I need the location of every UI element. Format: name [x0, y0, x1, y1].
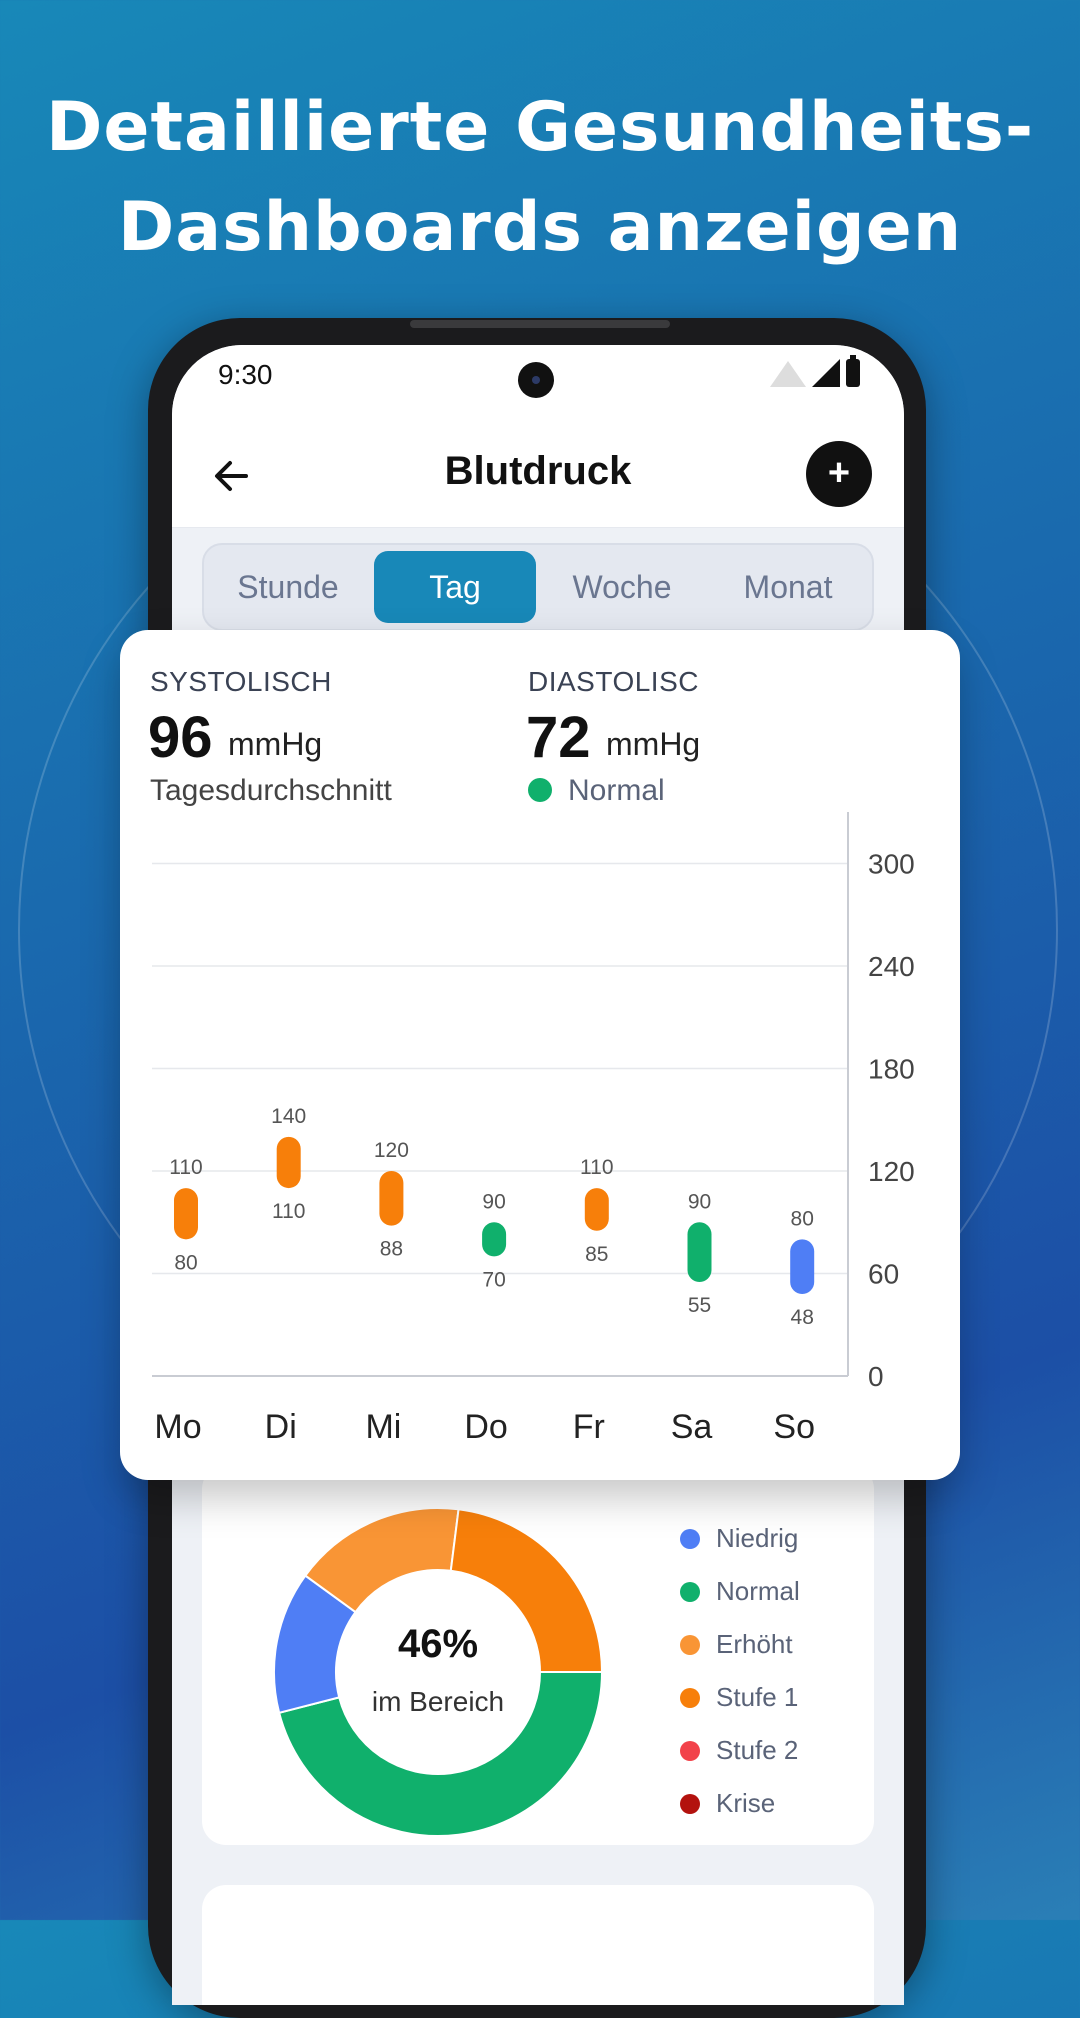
x-tick-label: Sa — [671, 1408, 713, 1446]
y-tick-label: 0 — [868, 1361, 884, 1392]
bar-low-label: 110 — [272, 1200, 305, 1223]
status-icons — [770, 355, 860, 387]
app-bar: Blutdruck + — [172, 425, 904, 528]
legend-item: Normal — [680, 1565, 800, 1618]
legend-item: Niedrig — [680, 1512, 800, 1565]
bar-high-label: 80 — [791, 1207, 814, 1230]
legend-label: Niedrig — [716, 1523, 799, 1553]
range-bar — [482, 1222, 507, 1257]
y-tick-label: 120 — [868, 1156, 915, 1187]
bar-high-label: 120 — [374, 1139, 409, 1162]
x-tick-label: Fr — [573, 1408, 605, 1446]
legend-label: Stufe 2 — [716, 1735, 799, 1765]
range-bar — [790, 1239, 815, 1294]
x-tick-label: So — [773, 1408, 815, 1446]
legend-item: Krise — [680, 1777, 800, 1830]
diastolic-value: 72 — [526, 705, 591, 770]
phone-speaker — [410, 320, 670, 328]
bar-high-label: 140 — [271, 1105, 306, 1128]
systolic-label: SYSTOLISCH — [150, 666, 332, 697]
camera-icon — [518, 362, 554, 398]
legend-label: Erhöht — [716, 1629, 793, 1659]
bar-low-label: 48 — [791, 1306, 814, 1329]
x-tick-label: Di — [265, 1408, 297, 1446]
status-text: Normal — [568, 774, 665, 807]
range-bar — [687, 1222, 712, 1283]
signal-icon — [812, 359, 840, 387]
legend-label: Normal — [716, 1576, 800, 1606]
systolic-unit: mmHg — [228, 726, 323, 762]
x-tick-label: Do — [464, 1408, 507, 1446]
range-bar — [584, 1188, 609, 1231]
range-bar — [379, 1171, 404, 1226]
blood-pressure-chart-card: SYSTOLISCH 96 mmHg Tagesdurchschnitt DIA… — [120, 630, 960, 1480]
y-tick-label: 180 — [868, 1054, 915, 1085]
legend-dot — [680, 1793, 700, 1814]
period-tabs: Stunde Tag Woche Monat — [202, 543, 874, 631]
status-time: 9:30 — [218, 359, 273, 390]
bar-high-label: 110 — [580, 1156, 613, 1179]
battery-icon — [846, 355, 860, 387]
diastolic-label: DIASTOLISC — [528, 666, 699, 697]
legend-item: Stufe 1 — [680, 1671, 800, 1724]
legend-dot — [680, 1581, 700, 1602]
donut-legend: Niedrig Normal Erhöht Stufe 1 Stufe 2 Kr… — [680, 1512, 800, 1830]
diastolic-unit: mmHg — [606, 726, 701, 762]
wifi-icon — [770, 361, 806, 387]
bar-high-label: 110 — [169, 1156, 202, 1179]
legend-dot — [680, 1687, 700, 1708]
add-button[interactable]: + — [806, 441, 872, 507]
page-title: Blutdruck — [444, 449, 632, 493]
systolic-value: 96 — [148, 705, 213, 770]
tab-monat[interactable]: Monat — [743, 569, 833, 605]
tab-stunde[interactable]: Stunde — [237, 569, 339, 605]
headline: Detaillierte Gesundheits- Dashboards anz… — [0, 78, 1080, 278]
legend-dot — [680, 1528, 700, 1549]
range-bar — [276, 1136, 301, 1189]
y-tick-label: 240 — [868, 951, 915, 982]
headline-line-2: Dashboards anzeigen — [117, 188, 963, 267]
legend-dot — [680, 1740, 700, 1761]
legend-dot — [680, 1634, 700, 1655]
bar-high-label: 90 — [482, 1190, 505, 1213]
y-tick-label: 60 — [868, 1259, 899, 1290]
bar-low-label: 70 — [482, 1268, 505, 1291]
legend-item: Erhöht — [680, 1618, 800, 1671]
legend-label: Krise — [716, 1788, 776, 1818]
arrow-left-icon[interactable] — [206, 449, 260, 503]
bar-low-label: 88 — [380, 1238, 403, 1261]
headline-line-1: Detaillierte Gesundheits- — [45, 88, 1035, 167]
legend-item: Stufe 2 — [680, 1724, 800, 1777]
y-tick-label: 300 — [868, 849, 915, 880]
next-card — [202, 1885, 874, 2005]
x-tick-label: Mi — [365, 1408, 401, 1446]
tab-woche[interactable]: Woche — [572, 569, 672, 605]
bar-low-label: 85 — [585, 1243, 608, 1266]
donut-center-value: 46% — [397, 1622, 479, 1666]
bar-low-label: 80 — [174, 1251, 197, 1274]
x-tick-label: Mo — [154, 1408, 201, 1446]
bar-high-label: 90 — [688, 1190, 711, 1213]
legend-label: Stufe 1 — [716, 1682, 799, 1712]
status-bar: 9:30 — [172, 345, 904, 425]
status-indicator — [528, 778, 552, 802]
bar-low-label: 55 — [688, 1294, 711, 1317]
tab-tag[interactable]: Tag — [374, 551, 536, 623]
donut-center-label: im Bereich — [371, 1686, 505, 1717]
weekly-range-chart: 0 60 120 180 240 300 110 80 Mo 140 110 Di 120 88 Mi 90 7… — [152, 812, 915, 1446]
systolic-subtitle: Tagesdurchschnitt — [150, 774, 392, 807]
range-bar — [174, 1188, 198, 1240]
